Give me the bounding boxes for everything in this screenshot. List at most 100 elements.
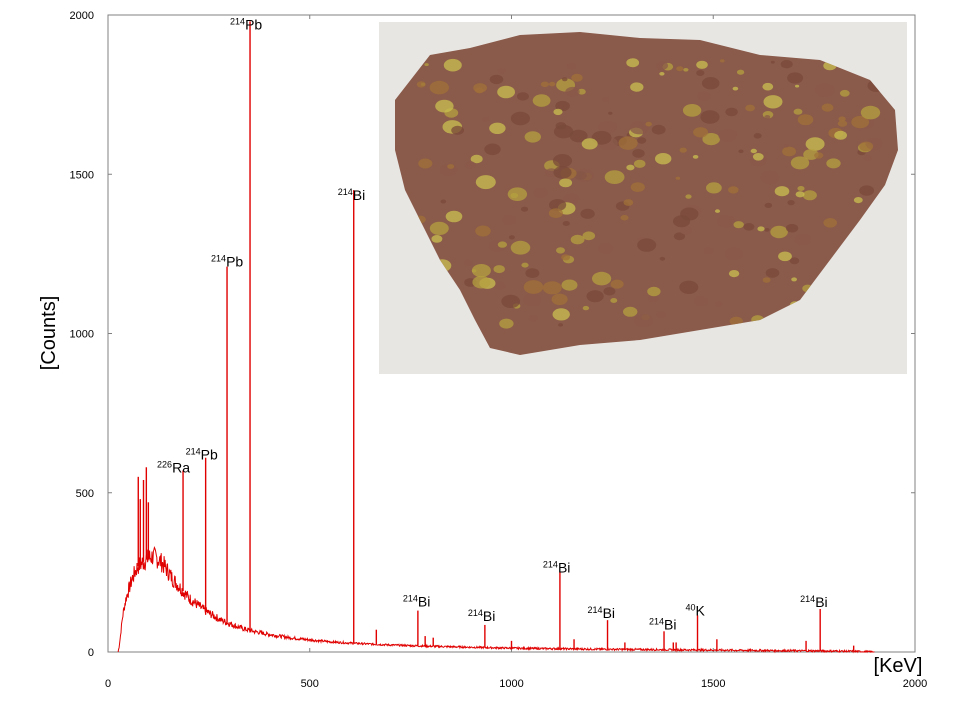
rock-speckle	[497, 68, 506, 74]
rock-speckle	[502, 215, 517, 225]
peak-label: 214Bi	[649, 616, 676, 632]
rock-speckle	[762, 277, 771, 283]
rock-speckle	[581, 138, 598, 150]
rock-speckle	[559, 178, 573, 188]
rock-speckle	[738, 149, 744, 154]
rock-speckle	[714, 301, 724, 308]
rock-speckle	[520, 206, 529, 212]
rock-speckle	[805, 137, 825, 151]
peak-label: 214Pb	[230, 16, 262, 32]
rock-speckle	[582, 305, 590, 311]
rock-speckle	[493, 265, 505, 274]
rock-speckle	[693, 127, 709, 138]
rock-speckle	[435, 99, 454, 113]
rock-speckle	[586, 290, 604, 303]
rock-speckle	[533, 187, 548, 198]
rock-speckle	[497, 241, 507, 248]
rock-speckle	[720, 59, 725, 63]
rock-speckle	[778, 251, 792, 262]
peak-element: Bi	[558, 559, 570, 575]
rock-speckle	[475, 175, 496, 190]
rock-speckle	[549, 199, 567, 211]
peak-annotations: 214Pb214Bi214Pb214Pb226Ra214Bi214Bi214Bi…	[157, 16, 828, 632]
rock-speckle	[603, 287, 616, 296]
peak-label: 40K	[686, 602, 706, 618]
rock-speckle	[797, 114, 814, 126]
rock-speckle	[787, 200, 795, 206]
rock-speckle	[702, 133, 720, 146]
peak-element: Ra	[172, 459, 190, 475]
rock-speckle	[823, 218, 837, 228]
rock-speckle	[552, 308, 570, 321]
rock-speckle	[475, 225, 491, 237]
rock-speckle	[528, 314, 539, 322]
rock-mineral-spots	[414, 58, 886, 334]
rock-speckle	[648, 294, 659, 303]
peak-element: Bi	[815, 594, 827, 610]
rock-speckle	[701, 77, 720, 90]
rock-speckle	[728, 186, 739, 194]
rock-speckle	[523, 293, 542, 307]
rock-speckle	[696, 60, 708, 69]
peak-label: 214Bi	[800, 594, 827, 610]
rock-speckle	[610, 298, 618, 303]
rock-speckle	[484, 143, 501, 156]
spectrum-peaks	[137, 21, 855, 652]
rock-speckle	[623, 199, 634, 206]
rock-speckle	[558, 323, 564, 327]
rock-speckle	[532, 94, 551, 107]
peak-isotope-mass: 214	[649, 616, 664, 626]
rock-speckle	[753, 133, 762, 139]
rock-speckle	[471, 264, 491, 278]
rock-speckle	[821, 103, 834, 112]
rock-speckle	[757, 226, 765, 232]
rock-speckle	[424, 63, 429, 67]
rock-speckle	[482, 116, 490, 122]
rock-speckle	[618, 136, 638, 150]
rock-speckle	[783, 143, 789, 148]
rock-speckle	[429, 80, 449, 95]
peak-isotope-mass: 214	[588, 605, 603, 615]
rock-speckle	[489, 122, 506, 134]
rock-speckle	[431, 235, 443, 243]
rock-speckle	[673, 232, 686, 241]
rock-speckle	[569, 129, 588, 143]
rock-speckle	[790, 156, 810, 170]
rock-speckle	[620, 214, 629, 221]
rock-speckle	[443, 58, 462, 72]
rock-speckle	[523, 280, 544, 294]
x-tick-label: 2000	[903, 678, 927, 690]
rock-speckle	[863, 155, 873, 161]
x-tick-label: 500	[301, 678, 319, 690]
rock-speckle	[489, 74, 504, 85]
rock-speckle	[851, 115, 870, 129]
rock-speckle	[601, 96, 610, 102]
rock-speckle	[703, 247, 714, 255]
rock-speckle	[630, 182, 645, 193]
rock-speckle	[634, 314, 654, 328]
rock-speckle	[604, 170, 625, 185]
rock-speckle	[764, 115, 771, 119]
peak-element: Bi	[483, 608, 495, 624]
rock-speckle	[815, 83, 835, 98]
rock-speckle	[782, 146, 797, 157]
ore-photo	[379, 22, 907, 374]
rock-speckle	[501, 294, 521, 308]
rock-speckle	[789, 257, 800, 265]
rock-speckle	[623, 306, 638, 317]
rock-speckle	[697, 91, 711, 101]
rock-speckle	[645, 121, 652, 127]
rock-speckle	[679, 280, 699, 294]
rock-speckle	[679, 226, 693, 235]
rock-speckle	[795, 84, 800, 88]
rock-speckle	[786, 223, 799, 233]
rock-speckle	[765, 268, 780, 278]
rock-speckle	[656, 311, 666, 319]
rock-speckle	[626, 164, 635, 171]
rock-speckle	[780, 59, 793, 69]
rock-speckle	[679, 147, 687, 153]
rock-speckle	[510, 240, 531, 255]
rock-speckle	[608, 111, 613, 115]
peak-element: Bi	[664, 616, 676, 632]
rock-speckle	[762, 82, 774, 91]
